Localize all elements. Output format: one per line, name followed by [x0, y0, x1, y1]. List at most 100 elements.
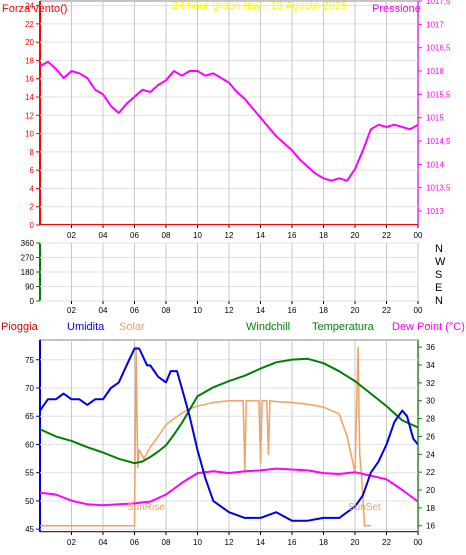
compass-label: E — [435, 282, 442, 294]
x-tick-label: 22 — [382, 538, 391, 547]
x-tick-label: 14 — [256, 538, 265, 547]
wind-tick-label: 16 — [25, 75, 34, 84]
humidity-tick-label: 70 — [25, 384, 34, 393]
legend-solar: Solar — [119, 321, 145, 333]
x-tick-label: 08 — [162, 231, 171, 240]
sunrise-annotation: SunRise — [127, 502, 165, 513]
x-tick-label: 16 — [288, 306, 297, 315]
bottom-legend: Pioggia Umidita Solar Windchill Temperatura D… — [1, 321, 465, 333]
pressure-tick-label: 1015,5 — [426, 90, 451, 99]
bottom-x-axis-ticks: 02 04 06 08 10 12 14 16 18 20 22 00 — [67, 532, 423, 547]
temperature-tick-label: 20 — [426, 486, 435, 495]
top-x-axis-ticks: 02 04 06 08 10 12 14 16 18 20 22 00 — [67, 225, 423, 240]
humidity-tick-label: 45 — [25, 525, 34, 534]
pressure-tick-label: 1013,5 — [426, 184, 451, 193]
pressure-axis-label: Pressione — [372, 3, 421, 15]
wind-tick-label: 10 — [25, 130, 34, 139]
x-tick-label: 12 — [225, 231, 234, 240]
top-series — [40, 60, 418, 225]
x-tick-label: 18 — [319, 231, 328, 240]
x-tick-label: 20 — [351, 231, 360, 240]
x-tick-label: 02 — [67, 538, 76, 547]
x-tick-label: 00 — [414, 231, 423, 240]
x-tick-label: 08 — [162, 306, 171, 315]
legend-windchill: Windchill — [246, 321, 290, 333]
direction-degree-ticks: 0 90 180 270 360 — [21, 239, 40, 306]
x-tick-label: 16 — [288, 231, 297, 240]
temperature-tick-label: 28 — [426, 415, 435, 424]
wind-tick-label: 20 — [25, 38, 34, 47]
x-tick-label: 14 — [256, 306, 265, 315]
x-tick-label: 22 — [382, 306, 391, 315]
umidita-line — [40, 347, 418, 522]
pressure-tick-label: 1017,5 — [426, 0, 451, 6]
wind-tick-label: 8 — [30, 148, 35, 157]
bottom-series — [40, 346, 418, 532]
x-tick-label: 12 — [225, 306, 234, 315]
x-tick-label: 04 — [99, 538, 108, 547]
wind-tick-label: 4 — [30, 184, 35, 193]
wind-tick-label: 6 — [30, 166, 35, 175]
compass-label: N — [435, 243, 443, 255]
pressure-tick-label: 1016,5 — [426, 44, 451, 53]
temperature-tick-label: 22 — [426, 468, 435, 477]
temperature-tick-label: 24 — [426, 450, 435, 459]
x-tick-label: 00 — [414, 306, 423, 315]
temperature-tick-label: 30 — [426, 397, 435, 406]
x-tick-label: 20 — [351, 538, 360, 547]
compass-label: N — [435, 295, 443, 307]
degree-tick-label: 270 — [21, 254, 35, 263]
humidity-tick-label: 75 — [25, 356, 34, 365]
x-tick-label: 18 — [319, 306, 328, 315]
chart-title: 24 hour graph day : 13 Agosto 2025 — [172, 0, 347, 12]
wind-tick-label: 0 — [30, 221, 35, 230]
temperature-tick-label: 26 — [426, 432, 435, 441]
temperature-tick-label: 18 — [426, 504, 435, 513]
sunset-annotation: SunSet — [348, 502, 381, 513]
x-tick-label: 10 — [193, 231, 202, 240]
x-tick-label: 22 — [382, 231, 391, 240]
x-tick-label: 10 — [193, 306, 202, 315]
degree-tick-label: 360 — [21, 239, 35, 248]
degree-tick-label: 0 — [30, 297, 35, 306]
temperature-tick-label: 16 — [426, 522, 435, 531]
x-tick-label: 12 — [225, 538, 234, 547]
legend-umidita: Umidita — [67, 321, 105, 333]
pressure-tick-label: 1013 — [426, 207, 444, 216]
temperatura-line — [40, 357, 418, 465]
x-tick-label: 06 — [130, 306, 139, 315]
x-tick-label: 08 — [162, 538, 171, 547]
wind-tick-label: 22 — [25, 20, 34, 29]
x-tick-label: 04 — [99, 231, 108, 240]
humidity-tick-label: 60 — [25, 440, 34, 449]
wind-tick-label: 18 — [25, 56, 34, 65]
legend-pioggia: Pioggia — [1, 321, 39, 333]
x-tick-label: 14 — [256, 231, 265, 240]
pressure-tick-label: 1015 — [426, 114, 444, 123]
pressure-line — [40, 60, 418, 182]
x-tick-label: 10 — [193, 538, 202, 547]
solar-line — [40, 346, 371, 527]
humidity-axis-ticks: 45 50 55 60 65 70 75 — [25, 356, 40, 534]
wind-tick-label: 24 — [25, 2, 34, 11]
pressure-tick-label: 1014,5 — [426, 137, 451, 146]
x-tick-label: 06 — [130, 538, 139, 547]
wind-tick-label: 2 — [30, 203, 35, 212]
legend-temperatura: Temperatura — [312, 321, 375, 333]
temperature-tick-label: 34 — [426, 361, 435, 370]
humidity-tick-label: 50 — [25, 497, 34, 506]
compass-label: W — [435, 256, 446, 268]
legend-dew-point-c: Dew Point (°C) — [392, 321, 465, 333]
x-tick-label: 20 — [351, 306, 360, 315]
humidity-tick-label: 55 — [25, 469, 34, 478]
temperature-axis-ticks: 16 18 20 22 24 26 28 30 32 34 36 — [418, 343, 435, 531]
x-tick-label: 18 — [319, 538, 328, 547]
x-tick-label: 06 — [130, 231, 139, 240]
degree-tick-label: 180 — [21, 268, 35, 277]
wind-axis-label: Forza vento() — [2, 3, 67, 15]
pressure-axis-ticks: 1013 1013,5 1014 1014,5 1015 1015,5 1016 1016,5… — [418, 0, 451, 216]
